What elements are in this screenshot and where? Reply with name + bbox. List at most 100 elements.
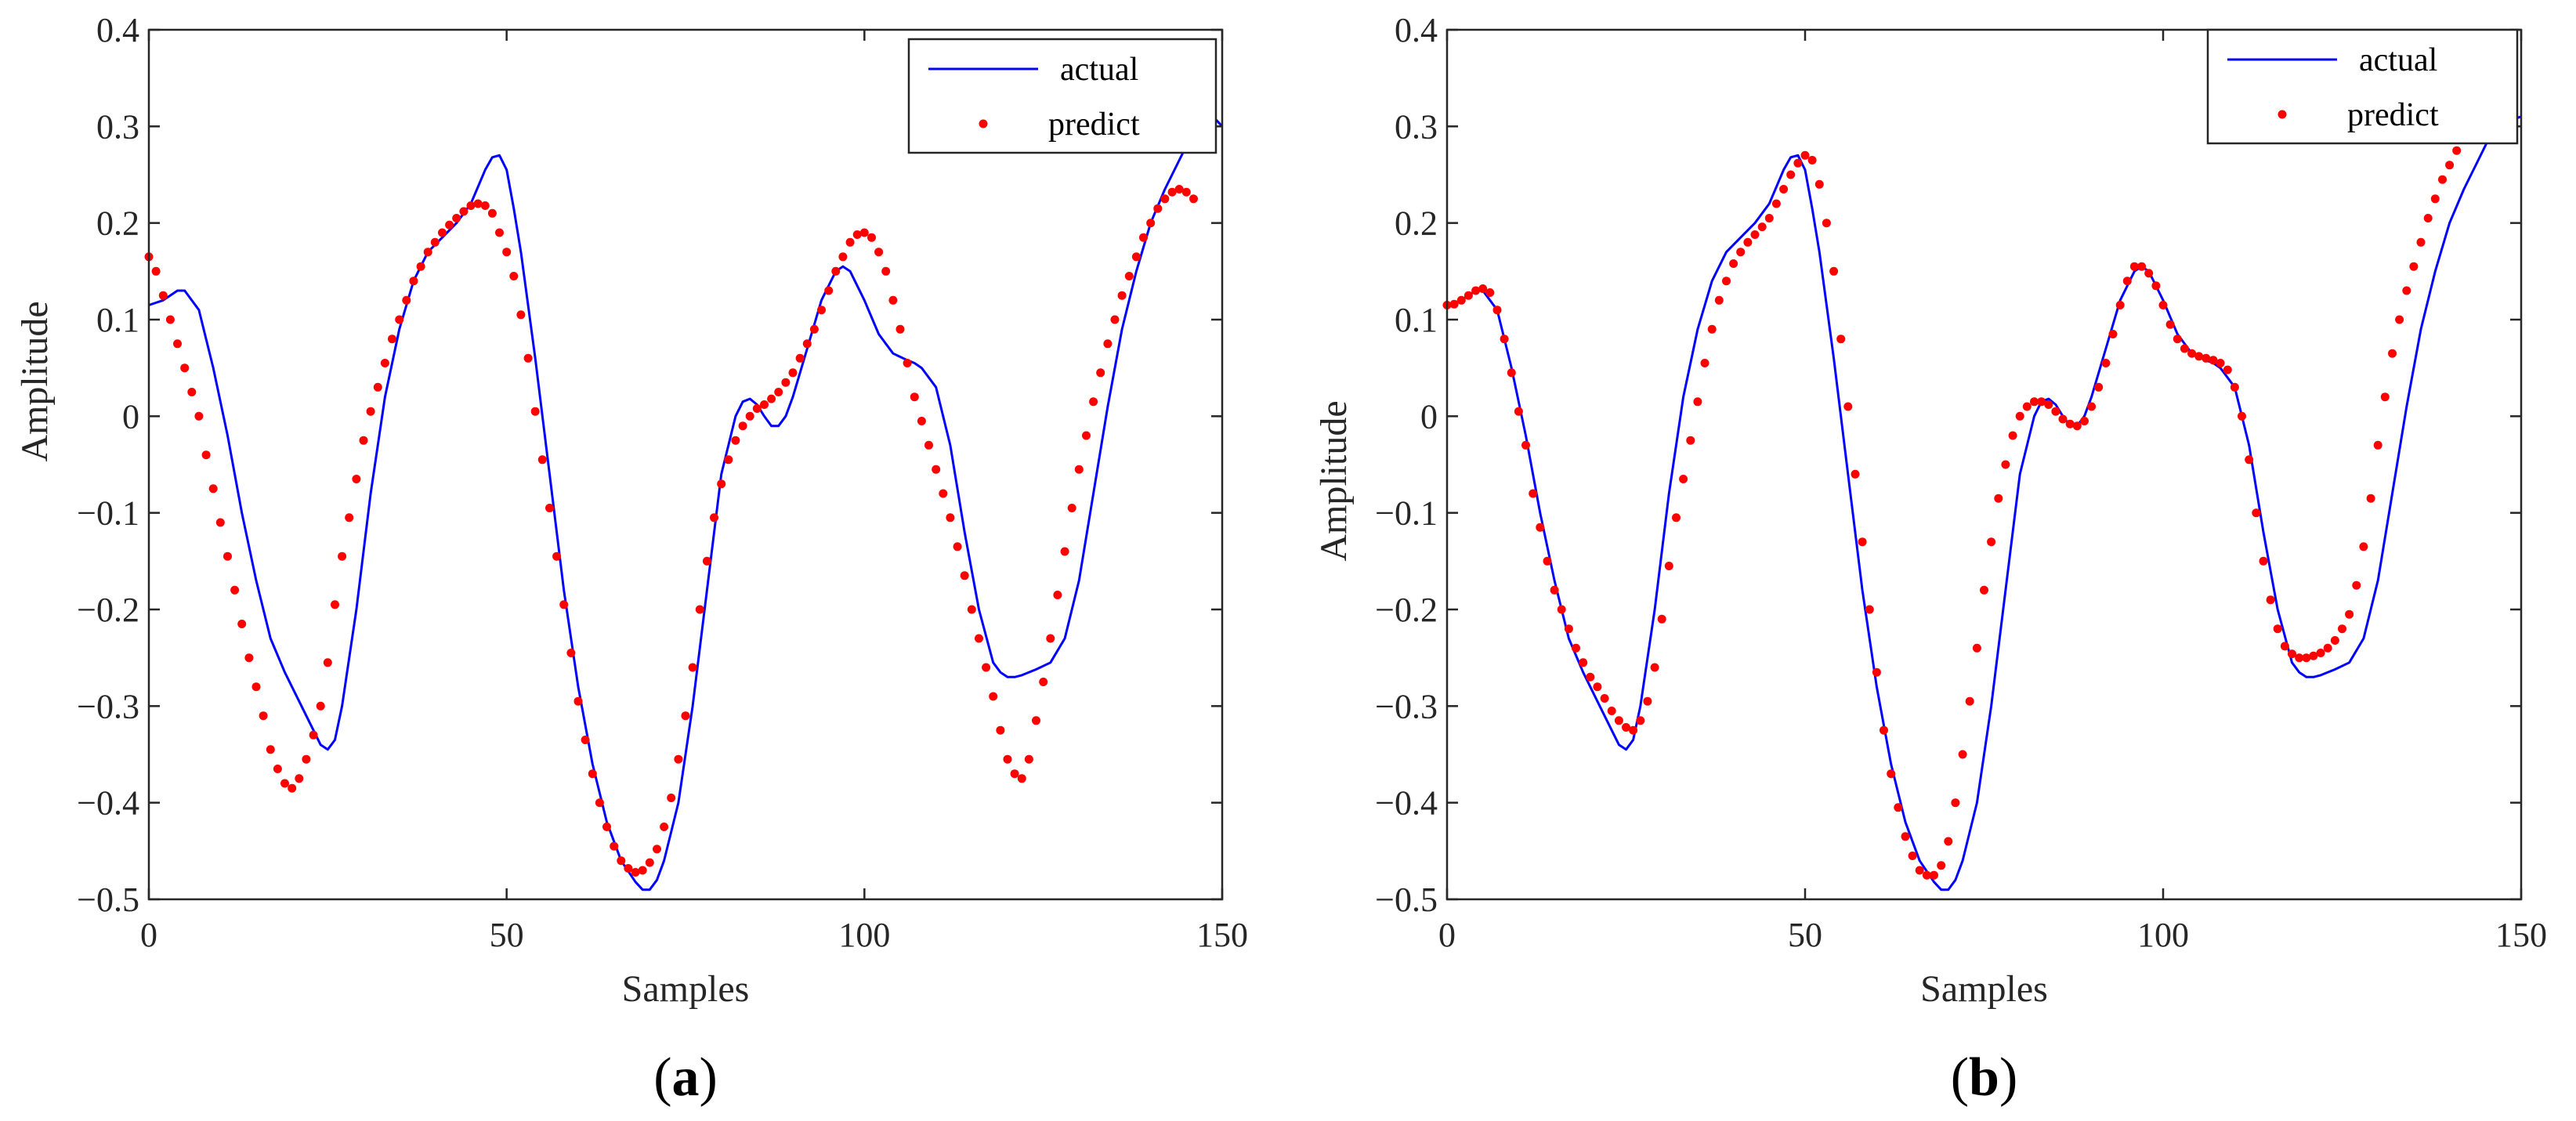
data-point-predict	[1579, 658, 1588, 667]
data-point-predict	[1908, 852, 1917, 860]
data-point-predict	[2044, 400, 2053, 409]
data-point-predict	[1053, 591, 1062, 599]
data-point-predict	[2001, 460, 2010, 469]
data-point-predict	[1471, 286, 1481, 295]
data-point-predict	[2452, 146, 2462, 155]
data-point-predict	[817, 306, 826, 315]
data-point-predict	[667, 794, 676, 802]
data-point-predict	[1492, 306, 1502, 315]
y-tick-label: −0.3	[77, 687, 139, 725]
panel-label-open-paren: (	[1951, 1047, 1969, 1108]
data-point-predict	[2245, 455, 2254, 465]
data-point-predict	[660, 823, 669, 831]
data-point-predict	[1894, 803, 1903, 812]
y-tick-label: 0.1	[1395, 301, 1438, 339]
data-point-predict	[2352, 580, 2361, 590]
y-tick-label: 0	[122, 397, 139, 436]
data-point-predict	[452, 214, 461, 222]
data-point-predict	[2187, 349, 2197, 358]
y-tick-label: −0.1	[77, 494, 139, 533]
data-point-predict	[674, 754, 683, 764]
data-point-predict	[438, 228, 447, 237]
data-point-predict	[266, 745, 275, 754]
data-point-predict	[1593, 682, 1602, 692]
data-point-predict	[695, 605, 704, 614]
data-point-predict	[1110, 315, 1120, 324]
data-point-predict	[1922, 870, 1931, 880]
data-point-predict	[2316, 649, 2325, 657]
data-point-predict	[466, 201, 476, 210]
data-point-predict	[1764, 214, 1774, 222]
panel-label-open-paren: (	[653, 1047, 671, 1108]
data-point-predict	[2122, 277, 2132, 286]
data-point-predict	[724, 455, 733, 465]
data-point-predict	[2129, 262, 2139, 271]
y-tick-label: −0.4	[1375, 784, 1438, 823]
data-point-predict	[230, 585, 240, 595]
data-point-predict	[1880, 725, 1888, 735]
data-point-predict	[1750, 230, 1760, 239]
data-point-predict	[2072, 421, 2082, 431]
y-tick-label: 0.3	[96, 107, 139, 146]
data-point-predict	[653, 844, 661, 854]
data-point-predict	[953, 542, 962, 551]
x-axis-label: Samples	[1920, 968, 2048, 1010]
data-point-predict	[1958, 750, 1967, 759]
data-point-predict	[638, 866, 647, 875]
data-point-predict	[2416, 237, 2426, 247]
data-point-predict	[1189, 194, 1198, 204]
data-point-predict	[2065, 419, 2075, 429]
data-point-predict	[1456, 295, 1466, 305]
data-point-predict	[1636, 716, 1645, 725]
data-point-predict	[1887, 769, 1896, 779]
data-point-predict	[2101, 359, 2111, 367]
data-point-predict	[824, 286, 834, 295]
data-point-predict	[1800, 150, 1810, 160]
y-tick-label: −0.5	[1375, 881, 1438, 919]
y-tick-label: 0.1	[96, 301, 139, 339]
data-point-predict	[445, 220, 454, 230]
data-point-predict	[2115, 301, 2125, 309]
data-point-predict	[888, 295, 898, 305]
data-point-predict	[409, 277, 418, 286]
data-point-predict	[1160, 194, 1170, 204]
data-point-predict	[1046, 634, 1055, 643]
y-tick-label: −0.4	[77, 784, 139, 823]
chart-panel-a: −0.5 −0.4 −0.3 −0.2 −0.1 0 0.1 0.2 0.3 0.4 0 50 100 1…	[14, 11, 1248, 1108]
data-point-predict	[581, 736, 590, 744]
data-point-predict	[208, 484, 218, 494]
data-point-predict	[237, 620, 247, 628]
data-point-predict	[2008, 431, 2017, 440]
data-point-predict	[1010, 769, 1019, 779]
data-point-predict	[2323, 643, 2332, 653]
data-point-predict	[781, 378, 791, 387]
legend-a: actual predict	[907, 38, 1217, 154]
panel-label-close-paren: )	[700, 1047, 718, 1108]
data-point-predict	[423, 248, 432, 257]
data-point-predict	[1987, 537, 1996, 547]
data-point-predict	[259, 711, 268, 721]
data-point-predict	[2080, 417, 2089, 425]
data-point-predict	[1822, 219, 1831, 228]
data-point-predict	[2409, 262, 2419, 271]
data-point-predict	[2309, 651, 2318, 660]
data-point-predict	[2030, 397, 2039, 407]
data-point-predict	[831, 266, 841, 276]
data-point-predict	[552, 551, 562, 561]
y-tick-label: 0.4	[1395, 11, 1438, 49]
data-point-predict	[573, 696, 583, 706]
data-point-predict	[2180, 344, 2189, 353]
data-point-predict	[717, 479, 726, 489]
data-point-predict	[509, 272, 519, 280]
data-point-predict	[2402, 286, 2411, 295]
data-point-predict	[495, 228, 504, 237]
data-point-predict	[2037, 397, 2046, 407]
y-tick-label: 0.4	[96, 11, 139, 49]
ticks-group-b: −0.5 −0.4 −0.3 −0.2 −0.1 0 0.1 0.2 0.3 0.4 0 50 100 1…	[1375, 11, 2547, 954]
data-point-predict	[774, 388, 783, 396]
data-point-predict	[2015, 411, 2024, 421]
data-point-predict	[2137, 262, 2147, 271]
data-point-predict	[2202, 353, 2211, 363]
data-point-predict	[165, 315, 175, 324]
